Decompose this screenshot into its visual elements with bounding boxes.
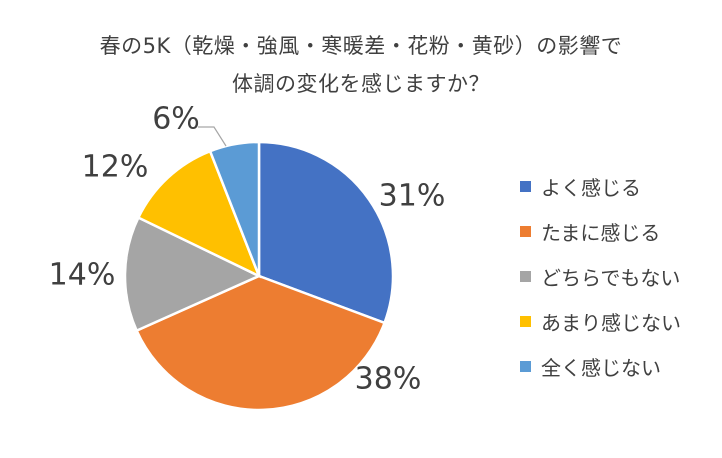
data-label-2: 14% [49,258,116,293]
data-label-4: 6% [152,102,200,137]
leader-line [198,126,227,147]
pie-slice-3 [136,149,262,279]
data-label-1: 38% [355,362,422,397]
pie-slice-2 [123,215,262,333]
legend-item-4: 全く感じない [520,355,681,380]
legend-swatch-0 [520,181,531,192]
legend-swatch-1 [520,226,531,237]
chart-legend: よく感じるたまに感じる どちらでもない あまり感じない 全く感じない [520,175,681,400]
legend-label-3: あまり感じない [541,311,681,335]
legend-swatch-4 [520,361,531,372]
pie-slice-0 [257,140,395,325]
legend-item-1: たまに感じる [520,220,681,245]
legend-item-3: あまり感じない [520,310,681,335]
pie-slice-4 [208,140,261,277]
legend-item-0: よく感じる [520,175,681,200]
chart-title-line-2: 体調の変化を感じますか？ [232,72,490,96]
legend-label-1: たまに感じる [541,221,661,245]
legend-label-0: よく感じる [541,176,641,200]
legend-swatch-3 [520,316,531,327]
legend-label-2: どちらでもない [541,266,681,290]
legend-item-2: どちらでもない [520,265,681,290]
legend-swatch-2 [520,271,531,282]
legend-label-4: 全く感じない [541,356,661,380]
data-label-0: 31% [379,179,446,214]
pie-slice-1 [134,274,387,412]
data-label-3: 12% [82,150,149,185]
chart-title-line-1: 春の5K（乾燥・強風・寒暖差・花粉・黄砂）の影響で [99,34,623,58]
